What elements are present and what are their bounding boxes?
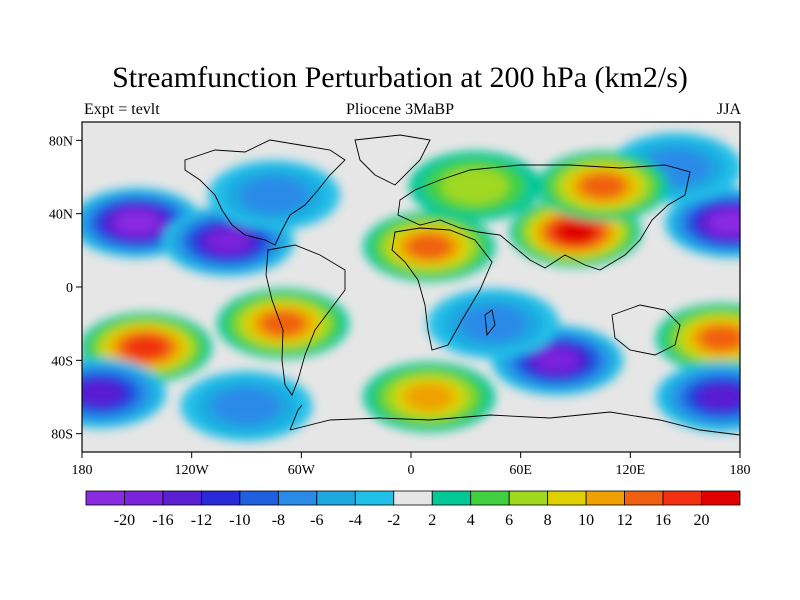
colorbar: -20 -16 -12 -10 -8 -6 -4 -2 2 4 6 8 10 12 16 20 xyxy=(85,490,741,529)
colorbar-label-4: -8 xyxy=(272,512,285,529)
colorbar-swatch-7 xyxy=(354,490,395,506)
lat-tick-label-0: 80N xyxy=(49,134,73,149)
lat-tick-label-4: 80S xyxy=(51,428,73,443)
colorbar-label-6: -4 xyxy=(349,512,362,529)
field-contour-2-2 xyxy=(240,177,308,214)
africa-coast xyxy=(391,227,493,351)
colorbar-swatch-10 xyxy=(470,490,510,506)
colorbar-swatch-15 xyxy=(662,490,702,506)
lon-tick-label-0: 180 xyxy=(72,463,93,478)
colorbar-swatch-16 xyxy=(701,490,741,506)
eurasia-coast xyxy=(397,164,691,271)
antarctic-peninsula-coast xyxy=(289,404,303,431)
colorbar-label-8: 2 xyxy=(428,512,436,529)
lon-tick-label-5: 120E xyxy=(616,463,646,478)
colorbar-swatch-11 xyxy=(508,490,549,506)
south-america-coast xyxy=(265,244,346,396)
colorbar-label-1: -16 xyxy=(152,512,173,529)
colorbar-label-5: -6 xyxy=(310,512,323,529)
field-contour-14-5 xyxy=(82,381,123,406)
north-america-coast xyxy=(184,139,346,246)
colorbar-swatch-6 xyxy=(316,490,356,506)
field-contour-10-5 xyxy=(260,311,306,336)
lon-tick-label-3: 0 xyxy=(408,463,415,478)
field-contour-8-2 xyxy=(441,167,509,205)
lon-tick-label-6: 180 xyxy=(730,463,751,478)
field-contour-1-6 xyxy=(208,229,249,253)
colorbar-swatch-1 xyxy=(124,490,164,506)
colorbar-label-2: -12 xyxy=(191,512,212,529)
colorbar-swatch-3 xyxy=(201,490,241,506)
field-contour-12-6 xyxy=(537,349,578,372)
field-contour-11-5 xyxy=(699,326,740,351)
colorbar-label-12: 10 xyxy=(578,512,594,529)
field-contour-7-5 xyxy=(407,234,452,259)
coastlines xyxy=(184,134,740,436)
colorbar-swatch-2 xyxy=(162,490,202,506)
contour-field xyxy=(82,122,740,452)
lat-tick-label-2: 0 xyxy=(66,281,73,296)
colorbar-swatch-8 xyxy=(393,490,433,506)
colorbar-label-11: 8 xyxy=(544,512,552,529)
lon-tick-label-1: 120W xyxy=(175,463,210,478)
greenland-coast xyxy=(354,134,431,186)
colorbar-swatch-9 xyxy=(431,490,472,506)
experiment-label: Expt = tevlt xyxy=(84,101,160,118)
colorbar-label-3: -10 xyxy=(229,512,250,529)
field-contour-13-2 xyxy=(459,305,528,342)
colorbar-swatch-0 xyxy=(85,490,125,506)
australia-coast xyxy=(611,304,681,356)
colorbar-label-14: 16 xyxy=(655,512,671,529)
field-contour-0-7 xyxy=(118,212,156,234)
field-contour-6-5 xyxy=(580,173,626,199)
chart-title: Streamfunction Perturbation at 200 hPa (… xyxy=(112,61,688,94)
field-contour-5-7 xyxy=(556,221,595,243)
season-label: JJA xyxy=(716,101,741,118)
colorbar-label-9: 4 xyxy=(467,512,475,529)
colorbar-swatch-14 xyxy=(624,490,664,506)
antarctica-coast xyxy=(289,411,740,436)
field-contour-16-4 xyxy=(404,383,454,411)
field-contour-9-6 xyxy=(125,336,167,359)
colorbar-label-7: -2 xyxy=(387,512,400,529)
colorbar-label-10: 6 xyxy=(505,512,513,529)
period-label: Pliocene 3MaBP xyxy=(346,101,454,118)
colorbar-swatch-12 xyxy=(547,490,587,506)
madagascar-coast xyxy=(484,309,496,337)
field-contour-3-7 xyxy=(712,212,740,234)
colorbar-label-15: 20 xyxy=(694,512,710,529)
colorbar-swatch-4 xyxy=(239,490,279,506)
lat-tick-label-1: 40N xyxy=(49,208,73,223)
lat-tick-label-3: 40S xyxy=(51,354,73,369)
colorbar-label-13: 12 xyxy=(617,512,633,529)
map-axes: 180 120W 60W 0 60E 120E 180 80N 40N 0 40S 80S xyxy=(49,134,751,478)
field-contour-17-5 xyxy=(699,384,740,410)
lon-tick-label-4: 60E xyxy=(509,463,532,478)
field-contour-15-2 xyxy=(212,387,281,425)
lon-tick-label-2: 60W xyxy=(288,463,316,478)
colorbar-label-0: -20 xyxy=(114,512,135,529)
colorbar-swatch-5 xyxy=(277,490,318,506)
colorbar-swatch-13 xyxy=(585,490,625,506)
